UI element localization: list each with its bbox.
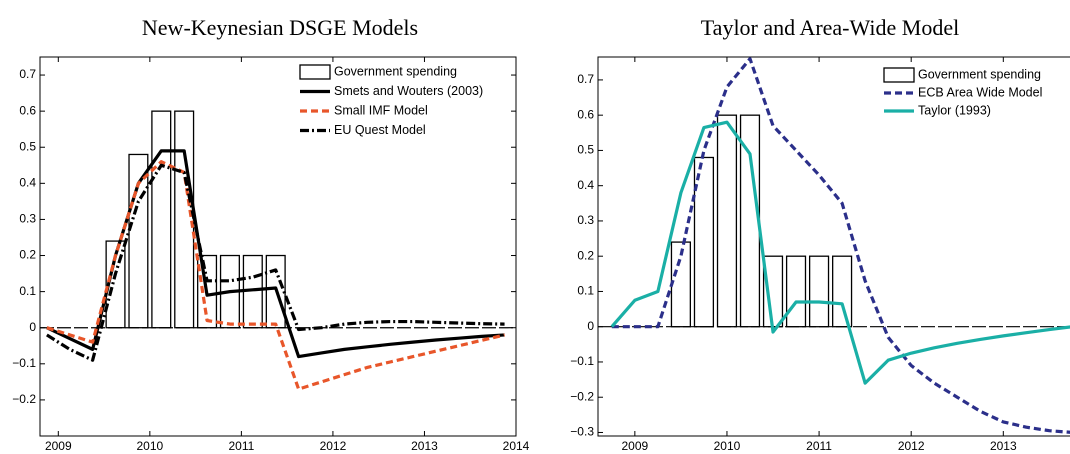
legend: Government spending Smets and Wouters (20… xyxy=(299,64,483,137)
y-tick-label: −0.1 xyxy=(570,354,594,368)
legend-label: Government spending xyxy=(334,64,457,78)
y-tick-label: 0.7 xyxy=(577,72,594,86)
panel: Taylor and Area-Wide Model −0.3 −0.2 −0.1 0 0… xyxy=(570,15,1070,453)
bar xyxy=(693,156,715,328)
plot-frame xyxy=(597,56,1070,437)
y-tick-label: 0.7 xyxy=(19,67,36,81)
y-tick-label: 0.2 xyxy=(19,248,36,262)
x-tick-label: 2011 xyxy=(806,439,832,453)
bar xyxy=(832,255,853,328)
bar xyxy=(785,255,807,328)
x-tick-label: 2014 xyxy=(503,439,530,453)
x-tick-label: 2010 xyxy=(136,439,163,453)
x-tick-label: 2013 xyxy=(411,439,438,453)
y-tick-label: 0.4 xyxy=(19,176,36,190)
y-tick-label: 0 xyxy=(587,319,594,333)
y-tick-label: −0.2 xyxy=(570,389,594,403)
bar xyxy=(174,110,195,329)
line-series xyxy=(46,160,505,391)
chart-title: New-Keynesian DSGE Models xyxy=(142,15,418,40)
bar xyxy=(128,153,149,329)
bar xyxy=(716,114,738,328)
x-tick-label: 2010 xyxy=(714,439,741,453)
bar xyxy=(808,255,830,328)
legend-label: ECB Area Wide Model xyxy=(918,85,1042,99)
x-tick-label: 2012 xyxy=(320,439,347,453)
x-tick-label: 2009 xyxy=(621,439,648,453)
y-tick-label: 0 xyxy=(29,320,36,334)
legend-label: Small IMF Model xyxy=(334,103,428,117)
y-tick-label: 0.2 xyxy=(577,248,594,262)
y-tick-label: 0.6 xyxy=(577,107,594,121)
x-tick-label: 2009 xyxy=(45,439,72,453)
legend-swatch xyxy=(299,64,331,80)
y-tick-label: 0.1 xyxy=(577,284,594,298)
x-tick-label: 2012 xyxy=(898,439,925,453)
y-tick-label: 0.3 xyxy=(19,212,36,226)
y-tick-label: 0.5 xyxy=(577,143,594,157)
y-tick-label: 0.4 xyxy=(577,178,594,192)
plot-frame xyxy=(39,56,517,437)
y-tick-label: 0.6 xyxy=(19,103,36,117)
legend: Government spending ECB Area Wide Model Ta… xyxy=(883,67,1042,117)
panel: New-Keynesian DSGE Models −0.2 −0.1 0 0.1 0.2… xyxy=(12,15,529,453)
line-series xyxy=(46,163,505,362)
bar xyxy=(151,110,172,329)
x-tick-label: 2013 xyxy=(990,439,1017,453)
y-tick-label: 0.3 xyxy=(577,213,594,227)
y-tick-label: −0.2 xyxy=(12,392,36,406)
y-tick-label: −0.3 xyxy=(570,425,594,439)
x-tick-label: 2011 xyxy=(228,439,254,453)
legend-swatch xyxy=(883,67,915,83)
legend-label: Taylor (1993) xyxy=(918,103,991,117)
legend-label: Smets and Wouters (2003) xyxy=(334,84,483,98)
y-tick-label: 0.1 xyxy=(19,284,36,298)
chart-title: Taylor and Area-Wide Model xyxy=(701,15,959,40)
line-series xyxy=(46,149,505,359)
y-tick-label: −0.1 xyxy=(12,356,36,370)
line-series xyxy=(610,120,1070,385)
legend-label: EU Quest Model xyxy=(334,123,426,137)
line-series xyxy=(611,57,1070,434)
y-tick-label: 0.5 xyxy=(19,139,36,153)
legend-label: Government spending xyxy=(918,67,1041,81)
